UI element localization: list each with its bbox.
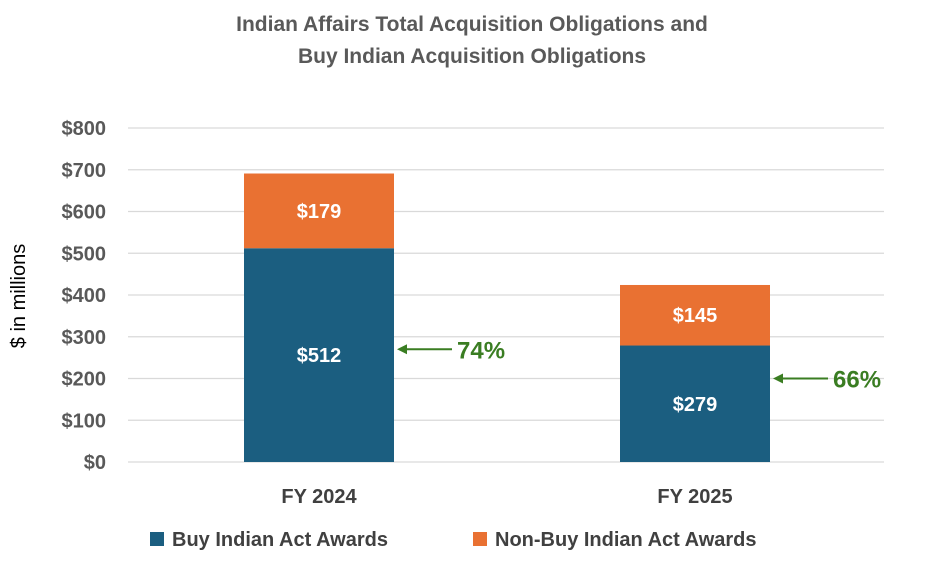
- y-tick-label: $200: [62, 369, 107, 391]
- legend: Buy Indian Act Awards Non-Buy Indian Act …: [150, 529, 757, 551]
- value-label: $512: [297, 345, 342, 367]
- x-tick-labels: FY 2024 FY 2025: [281, 486, 732, 508]
- gridlines: [128, 127, 884, 463]
- bar-segment: [244, 248, 394, 462]
- legend-swatch: [150, 532, 164, 546]
- y-tick-label: $100: [62, 410, 107, 432]
- annotation-arrowhead: [397, 344, 407, 355]
- chart-title-line-1: Indian Affairs Total Acquisition Obligat…: [236, 13, 708, 36]
- x-tick-label: FY 2024: [281, 486, 357, 508]
- y-tick-labels: $0 $100 $200 $300 $400 $500 $600 $700 $800: [62, 118, 107, 474]
- annotation-label: 74%: [457, 337, 505, 364]
- bar-segment: [244, 173, 394, 249]
- y-tick-label: $300: [62, 327, 107, 349]
- value-label: $145: [673, 305, 718, 327]
- legend-label: Non-Buy Indian Act Awards: [495, 529, 757, 551]
- value-label: $179: [297, 201, 342, 223]
- y-tick-label: $0: [84, 452, 106, 474]
- y-tick-label: $700: [62, 160, 107, 182]
- x-tick-label: FY 2025: [657, 486, 732, 508]
- annotation-arrowhead: [773, 373, 783, 384]
- bar-segment: [620, 284, 770, 346]
- value-labels: $512 $179 $279 $145: [297, 201, 718, 416]
- value-label: $279: [673, 394, 718, 416]
- annotations: 74% 66%: [397, 337, 881, 394]
- bar-segment: [620, 345, 770, 462]
- y-axis-label: $ in millions: [8, 244, 30, 348]
- legend-swatch: [473, 532, 487, 546]
- y-tick-label: $800: [62, 118, 107, 140]
- legend-label: Buy Indian Act Awards: [172, 529, 388, 551]
- y-tick-label: $400: [62, 285, 107, 307]
- annotation-label: 66%: [833, 367, 881, 394]
- y-tick-label: $500: [62, 243, 107, 265]
- bars: [244, 173, 770, 462]
- y-tick-label: $600: [62, 202, 107, 224]
- chart-title-line-2: Buy Indian Acquisition Obligations: [298, 45, 646, 68]
